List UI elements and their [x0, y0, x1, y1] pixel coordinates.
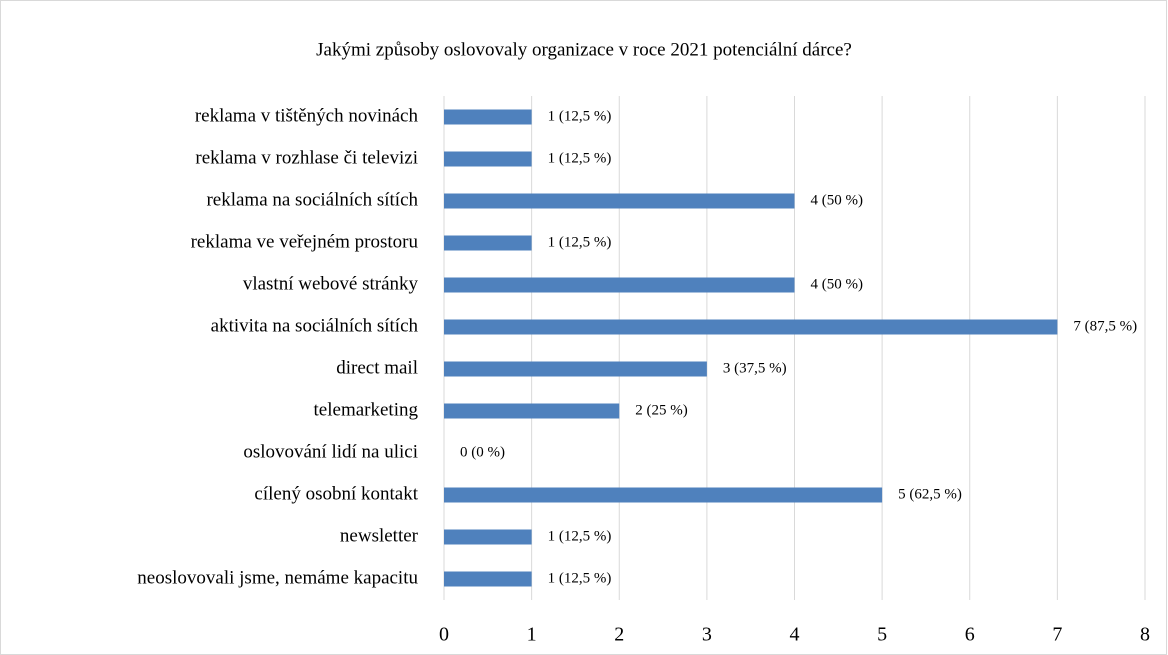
value-label: 7 (87,5 %): [1073, 318, 1137, 334]
category-label: telemarketing: [314, 399, 419, 420]
value-label: 5 (62,5 %): [898, 486, 962, 502]
bar: [444, 277, 795, 293]
value-label: 1 (12,5 %): [548, 570, 612, 586]
value-label: 1 (12,5 %): [548, 108, 612, 124]
x-tick-label: 4: [790, 624, 800, 646]
x-tick-label: 8: [1140, 624, 1150, 646]
x-tick-label: 0: [439, 624, 449, 646]
x-tick-label: 5: [877, 624, 887, 646]
bar: [444, 193, 795, 209]
category-label: reklama v rozhlase či televizi: [195, 147, 418, 168]
value-label: 0 (0 %): [460, 444, 505, 460]
x-tick-label: 6: [965, 624, 975, 646]
value-label: 1 (12,5 %): [548, 150, 612, 166]
value-label: 3 (37,5 %): [723, 360, 787, 376]
value-label: 4 (50 %): [811, 276, 864, 292]
category-label: neoslovovali jsme, nemáme kapacitu: [137, 567, 418, 588]
bar: [444, 487, 883, 503]
category-label: direct mail: [336, 357, 418, 378]
category-label: newsletter: [340, 525, 419, 546]
category-label: vlastní webové stránky: [243, 273, 419, 294]
category-label: cílený osobní kontakt: [254, 483, 418, 504]
value-label: 4 (50 %): [811, 192, 864, 208]
chart-title: Jakými způsoby oslovovaly organizace v r…: [316, 39, 852, 60]
bar: [444, 319, 1058, 335]
value-label: 1 (12,5 %): [548, 234, 612, 250]
category-label: aktivita na sociálních sítích: [211, 315, 419, 336]
bar: [444, 571, 532, 587]
category-label: reklama ve veřejném prostoru: [191, 231, 419, 252]
bar: [444, 403, 620, 419]
x-tick-label: 7: [1052, 624, 1062, 646]
bar: [444, 109, 532, 125]
bar: [444, 361, 707, 377]
category-label: reklama na sociálních sítích: [206, 189, 418, 210]
x-tick-label: 1: [527, 624, 537, 646]
x-tick-label: 2: [614, 624, 624, 646]
bar: [444, 151, 532, 167]
value-label: 1 (12,5 %): [548, 528, 612, 544]
bar: [444, 235, 532, 251]
x-tick-label: 3: [702, 624, 712, 646]
category-label: reklama v tištěných novinách: [195, 105, 419, 126]
value-label: 2 (25 %): [635, 402, 688, 418]
bar: [444, 529, 532, 545]
category-label: oslovování lidí na ulici: [243, 441, 418, 462]
